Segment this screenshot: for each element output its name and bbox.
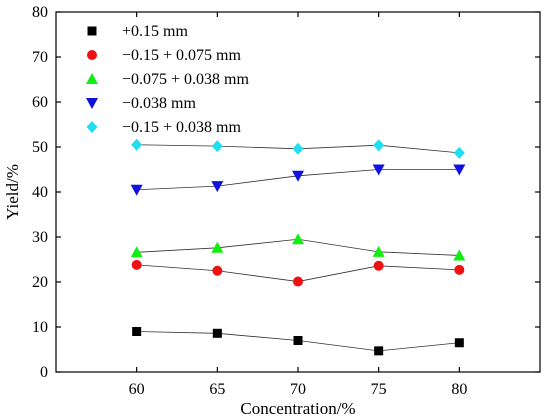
data-point xyxy=(293,276,303,287)
legend-label: −0.15 + 0.075 mm xyxy=(122,47,241,64)
data-point xyxy=(453,146,465,159)
data-point xyxy=(212,328,222,338)
y-tick-label: 70 xyxy=(32,49,48,66)
y-tick-label: 60 xyxy=(32,94,48,111)
legend-marker xyxy=(86,121,98,133)
y-tick-label: 20 xyxy=(32,274,48,291)
x-tick-label: 70 xyxy=(290,381,306,398)
series-3 xyxy=(130,164,466,196)
data-point xyxy=(131,138,143,151)
series-2 xyxy=(130,233,466,261)
data-point xyxy=(293,336,303,345)
plot-frame xyxy=(55,11,541,373)
data-point xyxy=(211,140,223,153)
y-tick-label: 50 xyxy=(32,139,48,156)
legend: +0.15 mm −0.15 + 0.075 mm −0.075 + 0.038 m… xyxy=(86,23,249,136)
y-tick-labels: 0 10 20 30 40 50 60 70 80 xyxy=(32,4,48,381)
legend-item: +0.15 mm xyxy=(87,23,188,40)
y-tick-label: 0 xyxy=(40,364,48,381)
legend-marker xyxy=(86,98,98,109)
legend-item: −0.038 mm xyxy=(86,95,196,112)
data-point xyxy=(131,259,142,270)
legend-label: −0.038 mm xyxy=(122,95,196,112)
y-tick-label: 80 xyxy=(32,4,48,21)
legend-label: −0.075 + 0.038 mm xyxy=(122,71,249,88)
data-point xyxy=(130,246,143,258)
data-point xyxy=(292,142,304,155)
data-point xyxy=(212,265,223,276)
legend-label: +0.15 mm xyxy=(122,23,188,40)
data-point xyxy=(372,245,385,257)
legend-item: −0.15 + 0.075 mm xyxy=(87,47,241,64)
data-point xyxy=(373,139,385,152)
data-point xyxy=(292,233,304,245)
legend-marker xyxy=(87,26,97,36)
data-point xyxy=(454,338,464,348)
data-point xyxy=(374,346,384,356)
y-tick-label: 30 xyxy=(32,229,48,246)
y-tick-label: 10 xyxy=(32,319,48,336)
x-tick-labels: 60 65 70 75 80 xyxy=(129,381,468,398)
legend-label: −0.15 + 0.038 mm xyxy=(122,119,241,136)
legend-marker xyxy=(86,73,98,84)
data-point xyxy=(130,184,143,196)
data-point xyxy=(211,241,224,253)
data-point xyxy=(292,170,304,182)
data-point xyxy=(373,260,384,271)
data-point xyxy=(132,327,142,336)
data-point xyxy=(454,264,465,275)
x-tick-label: 60 xyxy=(129,381,145,398)
x-axis-title: Concentration/% xyxy=(240,399,355,418)
series-layer xyxy=(130,138,466,356)
axes xyxy=(55,11,541,373)
legend-marker xyxy=(87,50,97,60)
data-point xyxy=(372,164,385,176)
data-point xyxy=(453,249,466,261)
x-tick-label: 65 xyxy=(209,381,225,398)
data-point xyxy=(211,181,224,193)
y-axis-title: Yield/% xyxy=(3,164,22,220)
legend-item: −0.075 + 0.038 mm xyxy=(86,71,249,88)
series-0 xyxy=(132,327,464,356)
y-tick-label: 40 xyxy=(32,184,48,201)
legend-item: −0.15 + 0.038 mm xyxy=(86,119,241,136)
series-1 xyxy=(131,259,465,287)
series-4 xyxy=(131,138,465,159)
data-point xyxy=(453,164,466,176)
x-tick-label: 80 xyxy=(451,381,467,398)
x-tick-label: 75 xyxy=(371,381,387,398)
